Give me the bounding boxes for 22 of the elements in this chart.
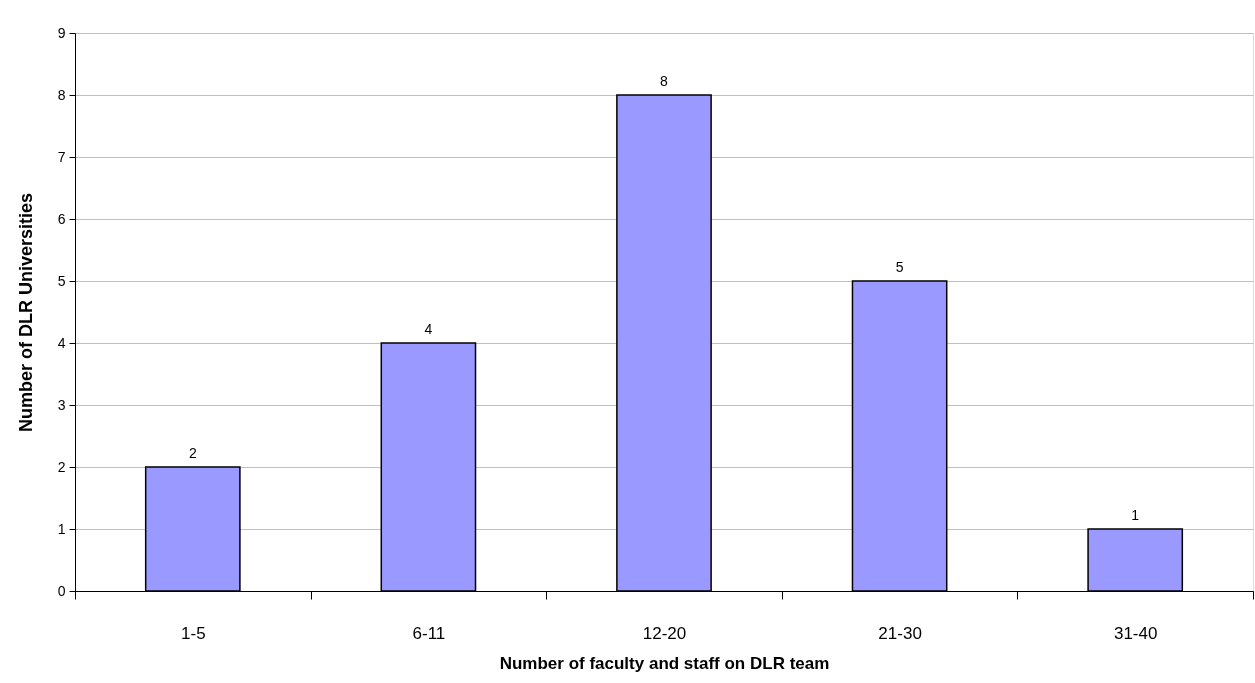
y-tick-label: 7 bbox=[57, 148, 66, 165]
data-label: 1 bbox=[1131, 507, 1140, 523]
y-axis-title: Number of DLR Universities bbox=[15, 192, 36, 433]
x-tick-label: 31-40 bbox=[1113, 623, 1158, 643]
y-tick-label: 9 bbox=[57, 24, 66, 41]
y-tick-label: 2 bbox=[57, 458, 66, 475]
y-tick-label: 4 bbox=[57, 334, 66, 351]
y-tick-label: 3 bbox=[57, 396, 66, 413]
x-axis-title: Number of faculty and staff on DLR team bbox=[499, 653, 830, 673]
data-label: 8 bbox=[660, 73, 669, 89]
x-tick-label: 12-20 bbox=[642, 623, 687, 643]
x-tick-label: 1-5 bbox=[181, 623, 206, 643]
x-tick-label: 21-30 bbox=[878, 623, 922, 643]
y-tick-label: 6 bbox=[57, 210, 66, 227]
y-tick-label: 5 bbox=[57, 272, 66, 289]
data-label: 2 bbox=[188, 445, 197, 461]
y-tick-label: 1 bbox=[57, 520, 66, 537]
x-tick-label: 6-11 bbox=[412, 623, 446, 643]
data-label: 4 bbox=[424, 321, 433, 337]
y-tick-label: 0 bbox=[57, 582, 66, 599]
y-tick-label: 8 bbox=[57, 86, 66, 103]
data-label: 5 bbox=[895, 259, 904, 275]
